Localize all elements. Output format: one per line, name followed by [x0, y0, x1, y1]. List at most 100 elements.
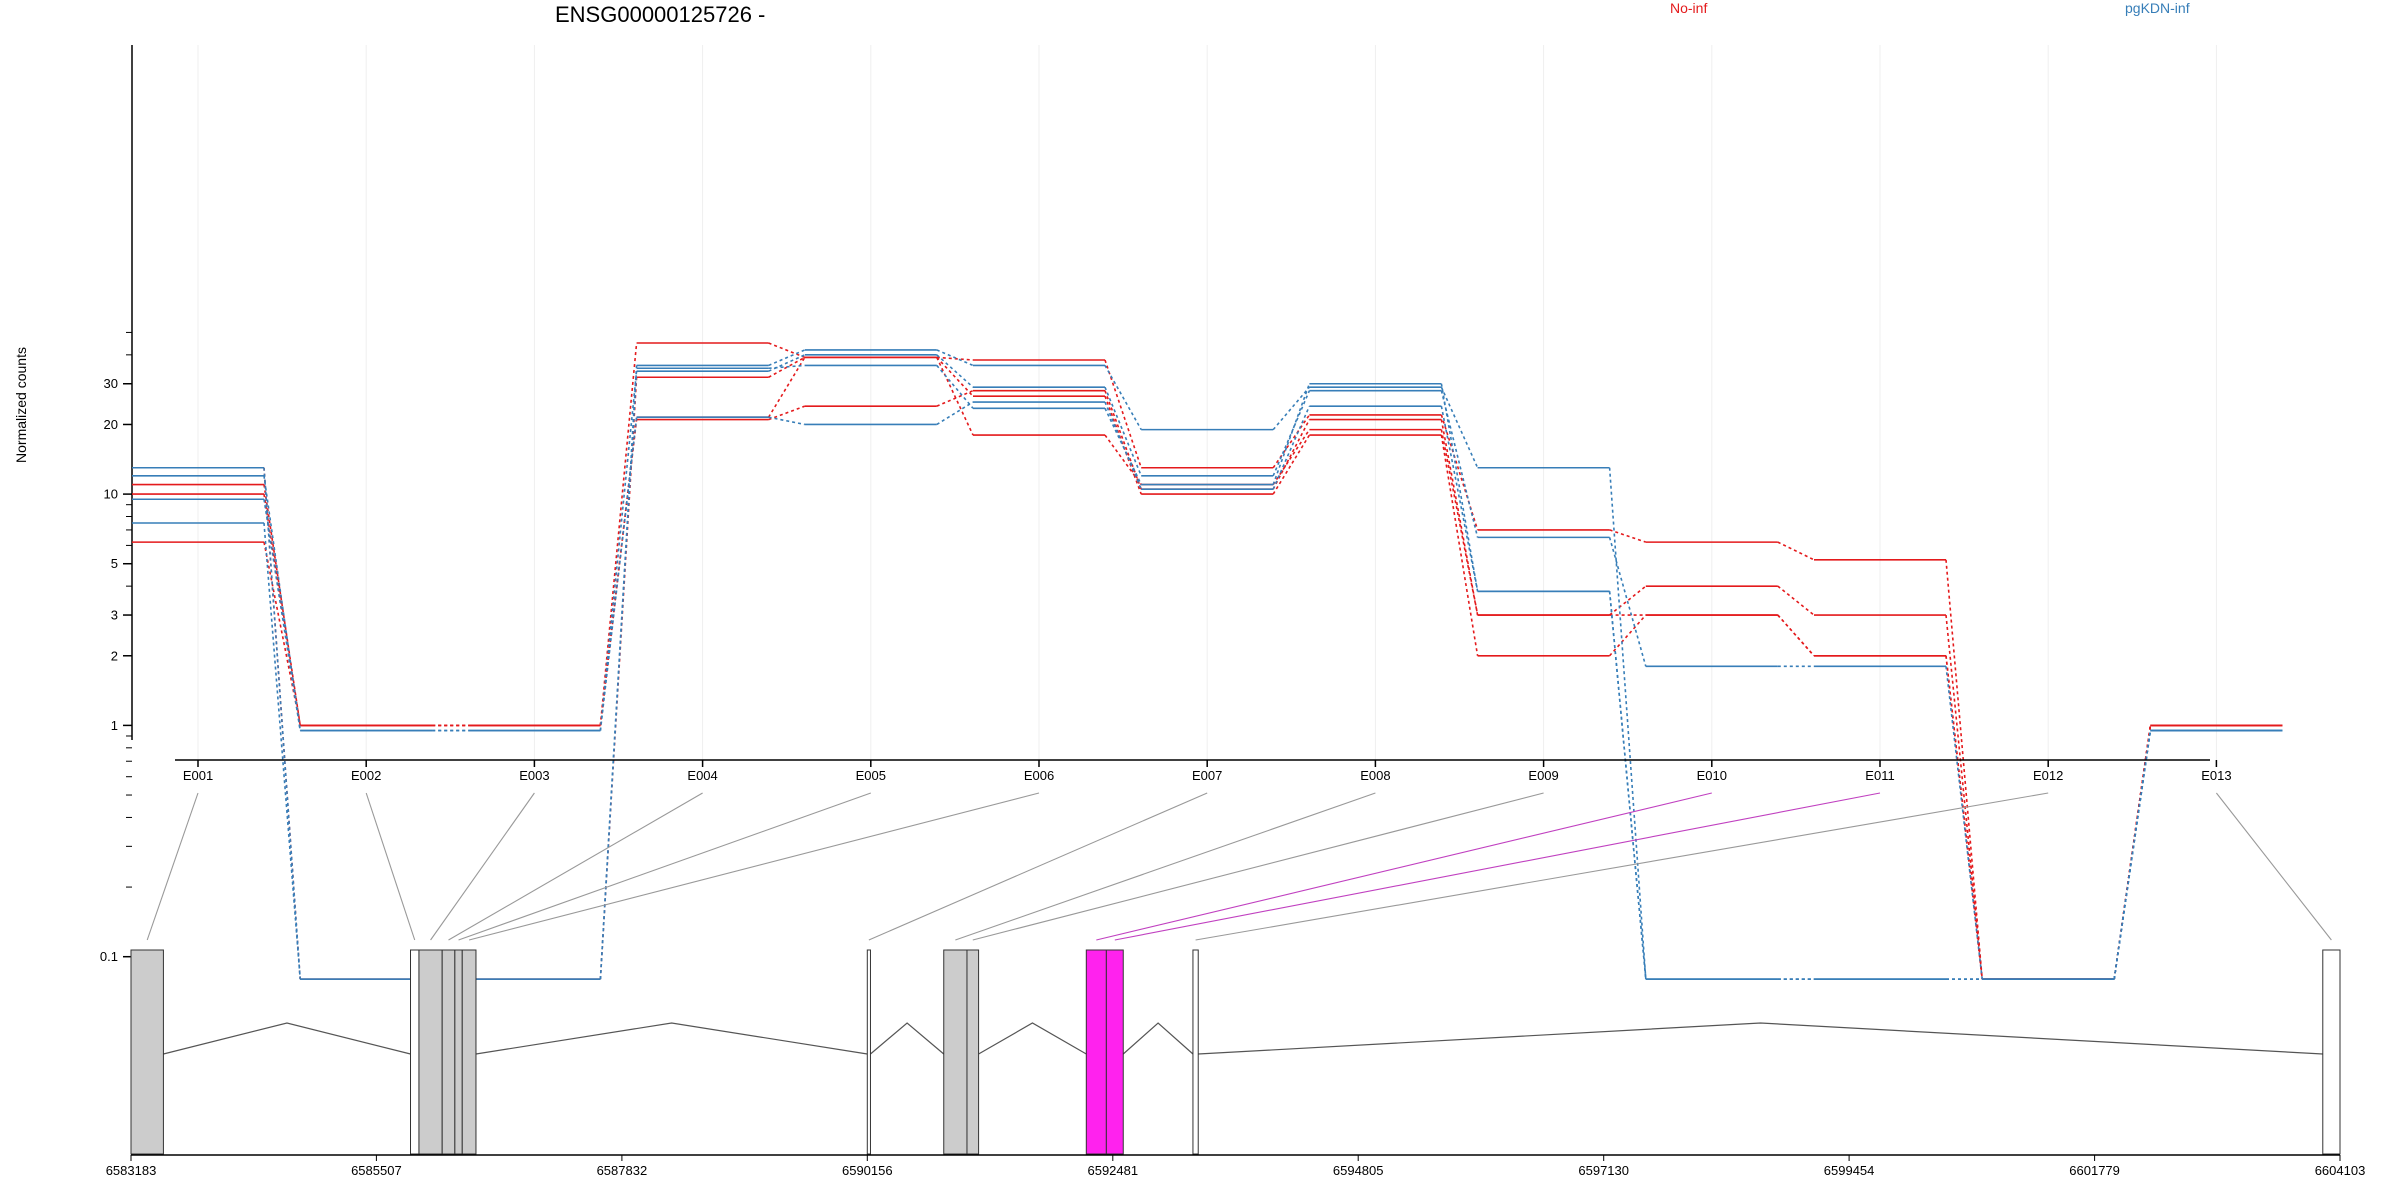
genomic-axis: 6583183 6585507 6587832 6590156 6592481 65948… — [106, 1154, 2366, 1178]
x-tick-label: E009 — [1528, 768, 1558, 783]
x-tick-label: E006 — [1024, 768, 1054, 783]
y-tick-label: 3 — [111, 608, 118, 623]
exon-connector — [430, 792, 535, 941]
series-connector — [768, 405, 806, 421]
exon-connector — [458, 792, 871, 941]
intron — [1198, 1022, 2323, 1055]
series-connector — [599, 371, 638, 731]
x-tick-label: E013 — [2201, 768, 2231, 783]
exon-connector — [955, 792, 1376, 941]
x-tick-label: E011 — [1865, 768, 1894, 783]
exon-box — [866, 949, 871, 1155]
x-tick-label: E007 — [1192, 768, 1222, 783]
exon-box — [410, 949, 420, 1155]
series-connector — [1440, 414, 1479, 531]
y-tick-label: 2 — [111, 648, 118, 663]
series-connector — [1609, 529, 1647, 543]
x-tick-label: E004 — [687, 768, 717, 783]
exon-connector — [146, 792, 199, 941]
series-connector — [263, 522, 301, 980]
series-connector — [2113, 730, 2152, 980]
series-connector — [936, 356, 974, 397]
genomic-tick-label: 6590156 — [842, 1163, 893, 1178]
x-tick-label: E010 — [1697, 768, 1727, 783]
x-tick-label: E012 — [2033, 768, 2063, 783]
genomic-tick-label: 6599454 — [1824, 1163, 1875, 1178]
y-tick-label: 0.1 — [100, 949, 118, 964]
series-connector — [1272, 414, 1311, 469]
series-connector — [599, 342, 638, 726]
genomic-tick-label: 6597130 — [1578, 1163, 1629, 1178]
genomic-tick-label: 6601779 — [2069, 1163, 2120, 1178]
y-axis: 0.1 1 2 3 5 10 20 30 — [100, 45, 133, 964]
y-axis-label: Normalized counts — [13, 347, 29, 463]
exon-connector — [972, 792, 1544, 941]
series-connector — [1104, 359, 1142, 468]
series-connector — [768, 342, 806, 359]
exon-box — [1105, 949, 1124, 1155]
legend-pgkdn-inf: pgKDN-inf — [2125, 0, 2190, 16]
exon-box — [418, 949, 443, 1155]
series-connector — [1945, 559, 1983, 980]
series-connector — [768, 364, 805, 370]
series-connector — [1440, 383, 1479, 592]
series-connector — [1272, 383, 1311, 485]
intron — [163, 1022, 411, 1055]
legend-no-inf: No-inf — [1670, 0, 1707, 16]
exon-connector — [1114, 792, 1881, 941]
y-tick-label: 10 — [104, 487, 118, 502]
x-tick-label: E008 — [1360, 768, 1390, 783]
exon-box — [454, 949, 463, 1155]
series-connector — [1440, 419, 1479, 616]
exon-connector — [448, 792, 703, 941]
y-tick-label: 1 — [111, 718, 118, 733]
exon-box — [943, 949, 968, 1155]
series-connector — [936, 354, 974, 388]
series-7 — [132, 364, 2283, 980]
series-connector — [1609, 585, 1647, 616]
genomic-tick-label: 6585507 — [351, 1163, 402, 1178]
series-connector — [1440, 429, 1479, 616]
series-connector — [1104, 395, 1142, 495]
series-connector — [1608, 467, 1647, 980]
series-connector — [599, 417, 638, 731]
series-connector — [1104, 401, 1142, 490]
series-connector — [1608, 537, 1647, 667]
series-connector — [263, 541, 301, 726]
series-connector — [936, 401, 974, 426]
exon-connector — [868, 792, 1208, 941]
series-connector — [1272, 429, 1311, 485]
series-connector — [263, 484, 301, 726]
exon-box — [1085, 949, 1107, 1155]
series-connector — [1104, 365, 1142, 431]
intron — [978, 1022, 1087, 1055]
genomic-tick-label: 6594805 — [1333, 1163, 1384, 1178]
exon-connectors — [146, 792, 2332, 941]
exon-connector — [1195, 792, 2049, 941]
x-tick-label: E003 — [519, 768, 549, 783]
series-connector — [1440, 386, 1479, 469]
series-connector — [1608, 591, 1647, 980]
exon-box — [1192, 949, 1199, 1155]
series-connector — [768, 349, 806, 367]
intron — [475, 1022, 868, 1055]
exon-box — [461, 949, 477, 1155]
intron — [870, 1022, 945, 1055]
genomic-tick-label: 6604103 — [2315, 1163, 2366, 1178]
y-tick-label: 20 — [104, 417, 118, 432]
series-connector — [1104, 434, 1142, 485]
x-tick-label: E005 — [856, 768, 886, 783]
exon-connector — [468, 792, 1040, 941]
genomic-tick-label: 6583183 — [106, 1163, 157, 1178]
series-connector — [1104, 386, 1142, 477]
x-axis-exons: E001 E002 E003 E004 E005 E006 E007 E008 E009 E010… — [175, 759, 2232, 783]
series-connector — [936, 356, 974, 361]
x-tick-label: E001 — [183, 768, 213, 783]
series-connector — [1104, 407, 1142, 485]
exon-connector — [1096, 792, 1712, 941]
series-connector — [936, 357, 974, 436]
series-connector — [1945, 614, 1983, 980]
series-connector — [1777, 585, 1815, 616]
genomic-tick-label: 6587832 — [597, 1163, 648, 1178]
